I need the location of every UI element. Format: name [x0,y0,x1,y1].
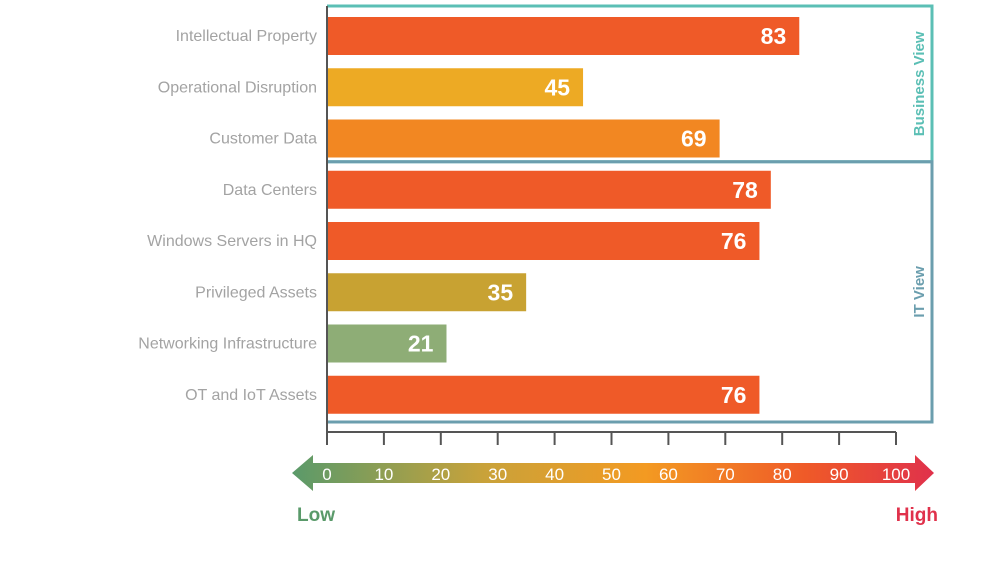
x-tick-label-70: 70 [716,465,735,484]
x-tick-label-60: 60 [659,465,678,484]
x-axis-tick-labels: 0 10 20 30 40 50 60 70 80 90 100 [322,465,910,484]
category-label-ot-and-iot-assets: OT and IoT Assets [185,387,317,404]
bar-intellectual-property [328,17,800,55]
category-labels: Intellectual Property Operational Disrupt… [138,28,317,404]
value-label-privileged-assets: 35 [488,279,514,305]
x-tick-label-80: 80 [773,465,792,484]
value-label-data-centers: 78 [732,177,758,203]
x-tick-label-10: 10 [374,465,393,484]
group-label-it-view: IT View [911,266,928,318]
x-tick-label-90: 90 [830,465,849,484]
scale-arrow [292,455,934,491]
bar-ot-and-iot-assets [328,375,760,414]
bar-windows-servers-in-hq [328,222,760,260]
bar-networking-infrastructure [328,324,447,363]
value-labels: 83 45 69 78 76 35 21 76 [408,23,786,408]
x-tick-label-100: 100 [882,465,910,484]
value-label-windows-servers-in-hq: 76 [721,228,747,254]
value-label-intellectual-property: 83 [761,23,787,49]
category-label-operational-disruption: Operational Disruption [158,79,317,96]
category-label-networking-infrastructure: Networking Infrastructure [138,336,317,353]
category-label-windows-servers-in-hq: Windows Servers in HQ [147,233,317,250]
bar-data-centers [328,170,771,209]
category-label-intellectual-property: Intellectual Property [176,28,317,45]
x-tick-label-20: 20 [431,465,450,484]
bar-operational-disruption [328,68,584,107]
category-label-data-centers: Data Centers [223,182,317,199]
bars-layer [328,17,800,414]
value-label-networking-infrastructure: 21 [408,331,434,357]
bar-customer-data [328,119,720,158]
category-label-customer-data: Customer Data [209,131,317,148]
category-label-privileged-assets: Privileged Assets [195,284,317,301]
x-tick-label-50: 50 [602,465,621,484]
x-tick-label-0: 0 [322,465,331,484]
value-label-customer-data: 69 [681,126,707,152]
bar-privileged-assets [328,273,527,312]
low-label: Low [297,505,335,526]
group-label-business-view: Business View [911,31,928,136]
x-tick-label-40: 40 [545,465,564,484]
high-label: High [896,505,938,526]
x-tick-label-30: 30 [488,465,507,484]
group-box-it-view [327,160,934,424]
group-boxes: Business View IT View [327,4,934,424]
x-axis-ticks [326,432,897,445]
value-label-ot-and-iot-assets: 76 [721,382,747,408]
value-label-operational-disruption: 45 [544,74,570,100]
